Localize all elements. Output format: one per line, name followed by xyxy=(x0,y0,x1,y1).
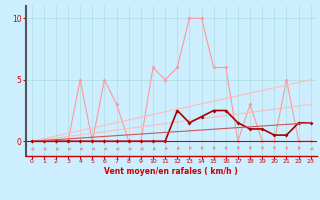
X-axis label: Vent moyen/en rafales ( km/h ): Vent moyen/en rafales ( km/h ) xyxy=(104,167,238,176)
